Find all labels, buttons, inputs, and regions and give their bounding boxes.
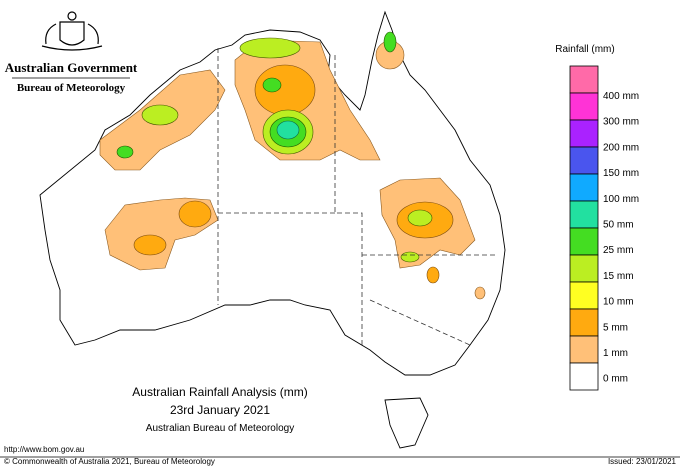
legend-swatch (569, 281, 599, 310)
rain-area (178, 200, 212, 228)
rain-area (254, 64, 316, 116)
legend-swatch (569, 92, 599, 121)
legend-swatch (569, 335, 599, 364)
rain-area (400, 251, 420, 263)
coat-of-arms (41, 11, 103, 51)
legend-label: 200 mm (603, 142, 639, 153)
rain-area (276, 120, 300, 140)
legend-swatch (569, 146, 599, 175)
legend-swatch (569, 227, 599, 256)
map-source: Australian Bureau of Meteorology (146, 423, 294, 434)
legend-label: 400 mm (603, 91, 639, 102)
legend-label: 25 mm (603, 245, 634, 256)
map-date: 23rd January 2021 (170, 403, 270, 417)
map (39, 10, 506, 449)
legend-swatch (569, 173, 599, 202)
legend-label: 10 mm (603, 297, 634, 308)
legend-label: 1 mm (603, 348, 628, 359)
legend-swatch (569, 65, 599, 94)
rain-area (141, 104, 179, 126)
rain-area (239, 37, 301, 59)
government: Australian Government (5, 60, 138, 75)
legend-label: 300 mm (603, 117, 639, 128)
state-border (217, 48, 495, 346)
bureau: Bureau of Meteorology (17, 82, 126, 94)
rain-area (407, 209, 433, 227)
rain-area (426, 266, 440, 284)
tasmania (384, 397, 429, 449)
rain-area (383, 31, 397, 53)
rain-area (262, 77, 282, 93)
legend-swatch (569, 200, 599, 229)
legend-label: 50 mm (603, 220, 634, 231)
legend-title: Rainfall (mm) (555, 44, 614, 55)
rain-area (116, 145, 134, 159)
legend-label: 100 mm (603, 194, 639, 205)
legend: Rainfall (mm) 400 mm 300 mm 200 mm 150 mm 10… (555, 44, 639, 391)
issued: Issued: 23/01/2021 (608, 457, 677, 466)
rain-area (133, 234, 167, 256)
rain-area (474, 286, 486, 300)
legend-swatch (569, 362, 599, 391)
map-title: Australian Rainfall Analysis (mm) (132, 385, 307, 399)
legend-label: 5 mm (603, 322, 628, 333)
legend-swatch (569, 308, 599, 337)
legend-label: 15 mm (603, 271, 634, 282)
legend-swatch (569, 254, 599, 283)
legend-label: 150 mm (603, 168, 639, 179)
url[interactable]: http://www.bom.gov.au (4, 445, 84, 454)
legend-swatch (569, 119, 599, 148)
legend-label: 0 mm (603, 374, 628, 385)
copyright: © Commonwealth of Australia 2021, Bureau… (4, 457, 215, 466)
